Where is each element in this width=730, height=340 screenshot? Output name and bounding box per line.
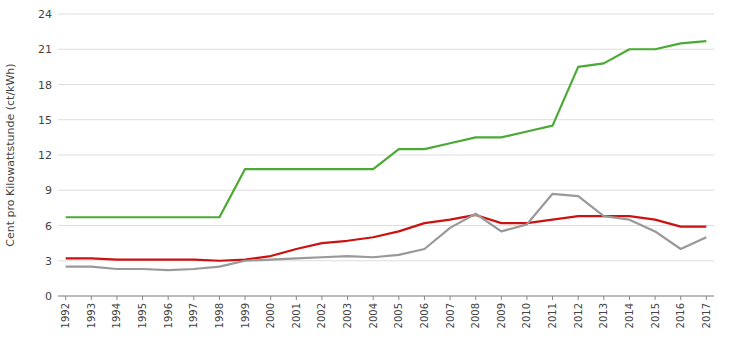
x-tick	[347, 296, 348, 300]
x-axis: 1992 1993 1994 1995 1996 1997 1998 1999 2000 2001…	[58, 296, 714, 328]
x-tick	[65, 296, 66, 300]
series-line	[66, 194, 707, 270]
x-tick-label: 1997	[188, 303, 199, 328]
grid-line	[58, 119, 714, 120]
grid-line	[58, 225, 714, 226]
x-tick	[475, 296, 476, 300]
x-tick	[270, 296, 271, 300]
series-line	[66, 41, 707, 217]
y-tick-label: 24	[38, 8, 52, 21]
x-tick	[629, 296, 630, 300]
x-tick-label: 2013	[598, 303, 609, 328]
x-tick-label: 2000	[265, 303, 276, 328]
x-tick	[373, 296, 374, 300]
series-line	[66, 215, 707, 261]
x-tick	[526, 296, 527, 300]
y-tick-label: 15	[38, 114, 52, 127]
x-tick	[578, 296, 579, 300]
grid-line	[58, 84, 714, 85]
x-tick	[245, 296, 246, 300]
x-tick	[116, 296, 117, 300]
lines	[66, 41, 707, 270]
x-tick-label: 2008	[470, 303, 481, 328]
y-axis-label: Cent pro Kilowattstunde (ct/kWh)	[4, 63, 17, 246]
y-tick-label: 6	[45, 220, 52, 233]
x-tick-label: 2001	[291, 303, 302, 328]
x-tick-label: 1999	[240, 303, 251, 328]
x-tick	[706, 296, 707, 300]
x-tick-label: 2005	[393, 303, 404, 328]
x-tick	[91, 296, 92, 300]
x-tick-label: 2006	[419, 303, 430, 328]
x-tick-label: 2015	[650, 303, 661, 328]
x-tick-label: 1992	[60, 303, 71, 328]
x-tick-label: 1995	[137, 303, 148, 328]
x-tick	[168, 296, 169, 300]
x-tick	[501, 296, 502, 300]
x-axis-line	[58, 296, 714, 297]
x-tick-label: 2007	[445, 303, 456, 328]
x-tick-label: 2002	[316, 303, 327, 328]
x-tick-label: 2003	[342, 303, 353, 328]
y-axis: 0 3 6 9 12 15 18 21 24	[38, 8, 714, 303]
x-tick	[321, 296, 322, 300]
x-tick	[219, 296, 220, 300]
grid-line	[58, 14, 714, 15]
x-tick-label: 1993	[86, 303, 97, 328]
x-tick-label: 1994	[111, 303, 122, 328]
x-tick	[450, 296, 451, 300]
x-tick-label: 2016	[675, 303, 686, 328]
grid-line	[58, 296, 714, 297]
x-tick-label: 2010	[521, 303, 532, 328]
grid-line	[58, 49, 714, 50]
x-tick-label: 2009	[496, 303, 507, 328]
x-tick	[296, 296, 297, 300]
y-tick-label: 21	[38, 43, 52, 56]
grid-line	[58, 190, 714, 191]
y-tick-label: 18	[38, 79, 52, 92]
y-tick-label: 12	[38, 149, 52, 162]
y-tick-label: 0	[45, 290, 52, 303]
x-tick	[680, 296, 681, 300]
grid-line	[58, 155, 714, 156]
x-tick-label: 2012	[573, 303, 584, 328]
y-tick-label: 9	[45, 184, 52, 197]
x-tick-label: 2014	[624, 303, 635, 328]
y-tick-label: 3	[45, 255, 52, 268]
chart: 0 3 6 9 12 15 18 21 24 Cent pro Kilowattstunde (c…	[0, 0, 730, 340]
x-tick	[655, 296, 656, 300]
x-tick	[424, 296, 425, 300]
x-tick-label: 2017	[701, 303, 712, 328]
x-tick	[142, 296, 143, 300]
background	[0, 0, 730, 340]
x-tick-label: 2011	[547, 303, 558, 328]
x-tick	[193, 296, 194, 300]
x-tick	[552, 296, 553, 300]
x-tick	[398, 296, 399, 300]
x-tick-label: 2004	[368, 303, 379, 328]
x-tick	[603, 296, 604, 300]
x-tick-label: 1998	[214, 303, 225, 328]
x-tick-label: 1996	[163, 303, 174, 328]
